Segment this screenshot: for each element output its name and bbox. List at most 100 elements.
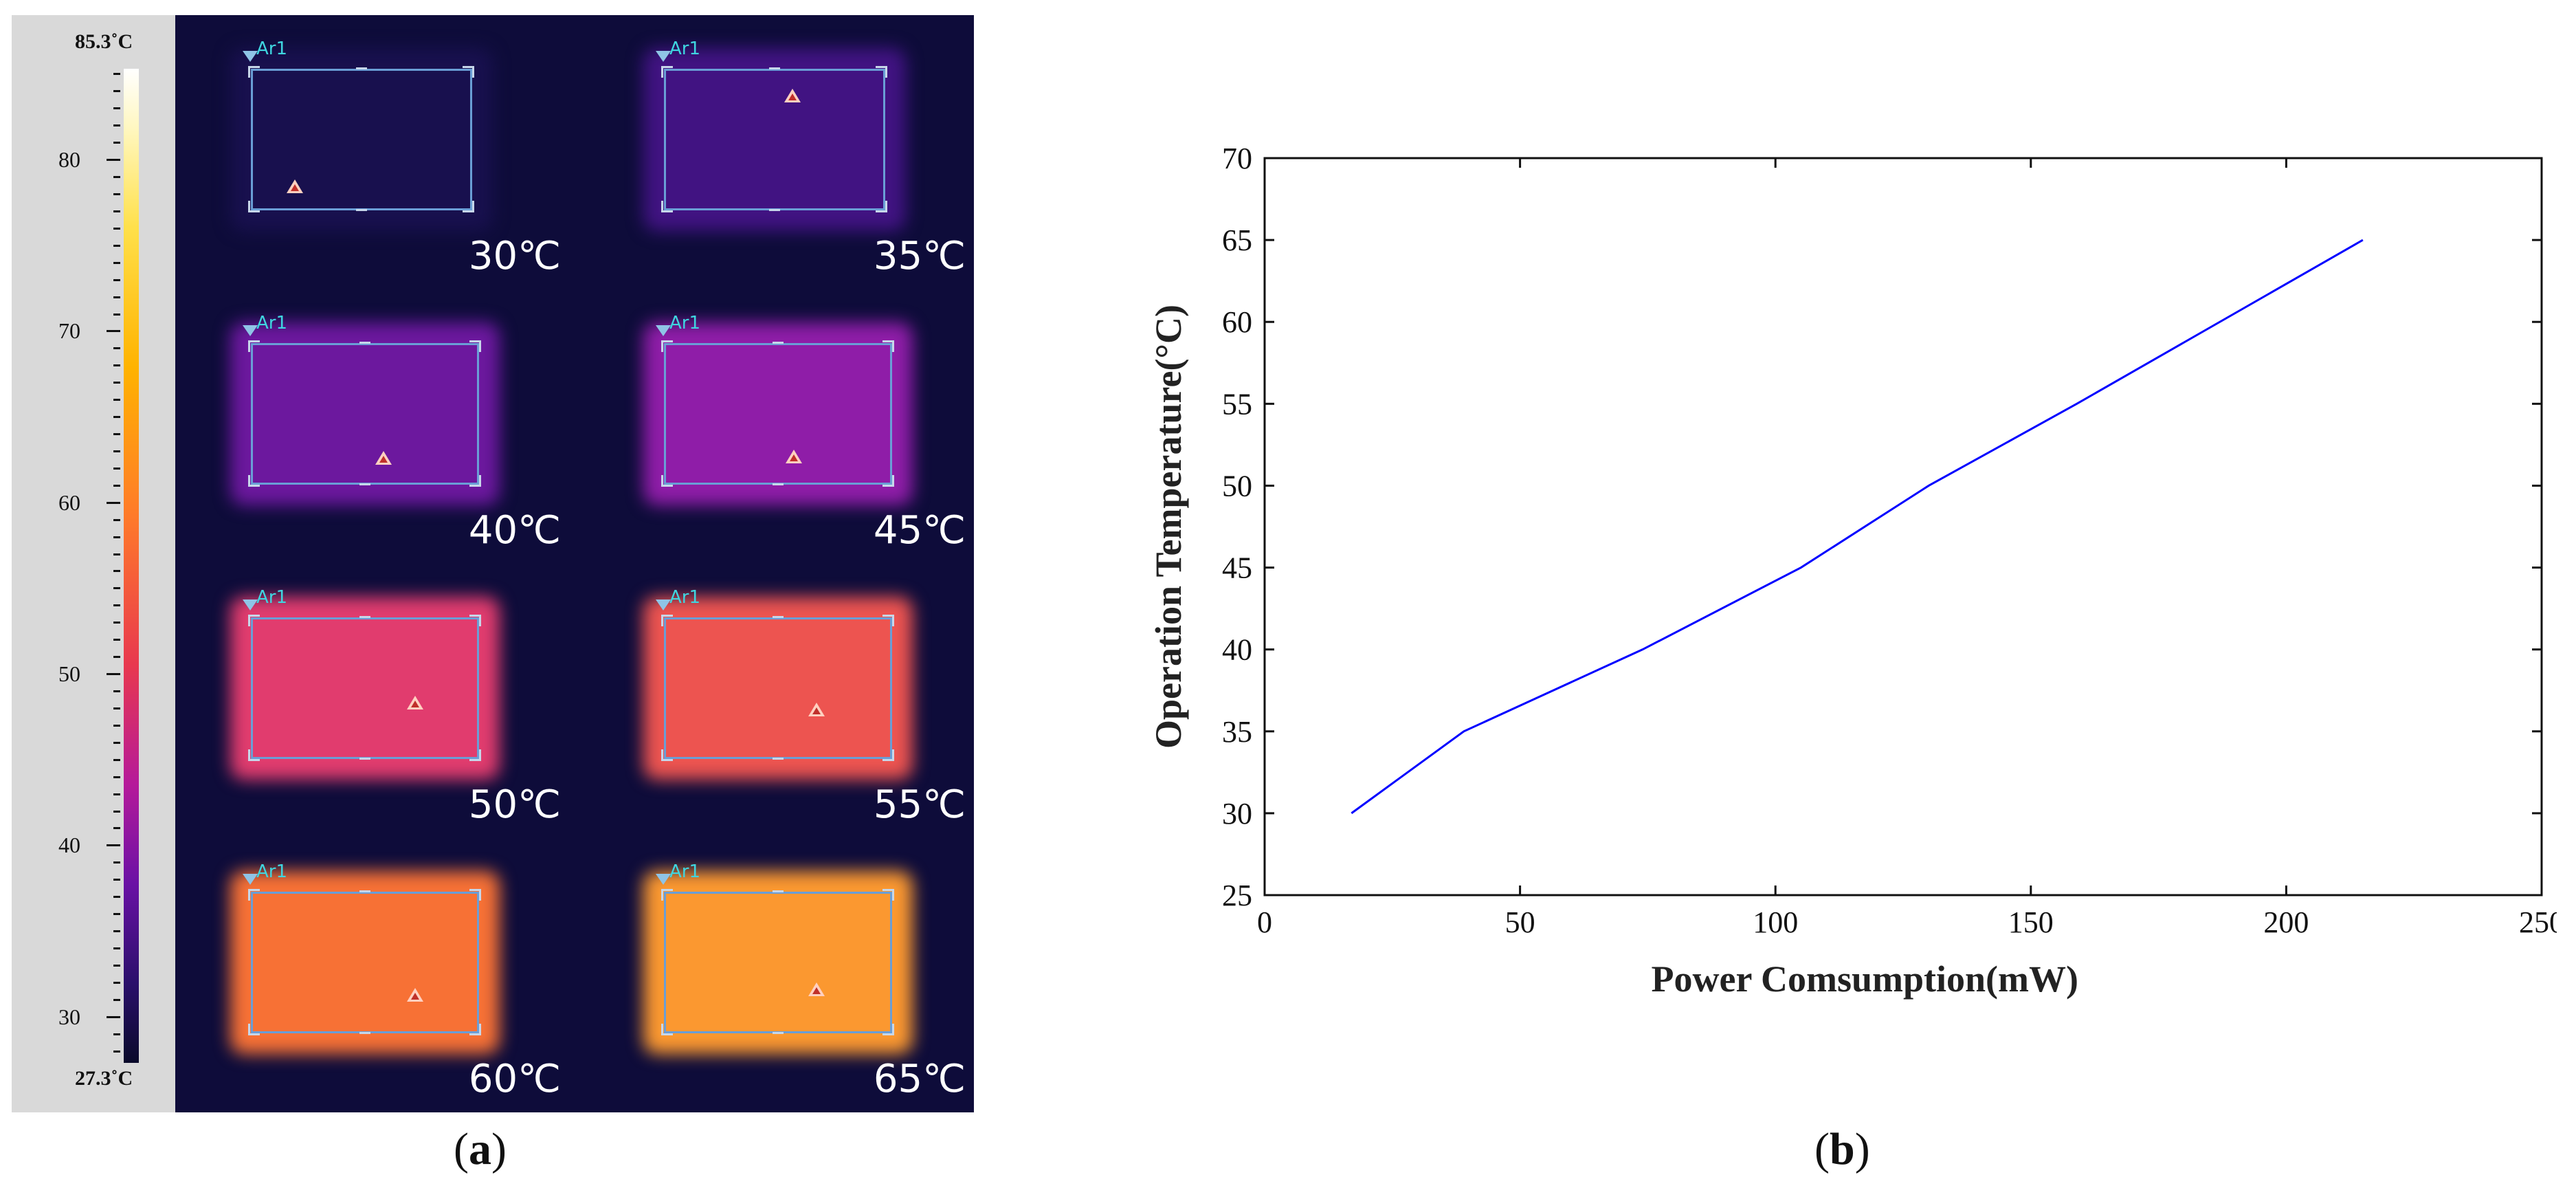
heat-region bbox=[643, 322, 913, 505]
roi-corner bbox=[661, 615, 673, 626]
roi-corner bbox=[882, 1024, 894, 1035]
roi-tick bbox=[769, 67, 780, 69]
y-tick-label: 60 bbox=[1222, 305, 1252, 339]
roi-corner bbox=[661, 1024, 673, 1035]
hotspot-marker-icon bbox=[784, 89, 801, 103]
x-tick-label: 250 bbox=[2519, 905, 2557, 939]
y-tick-label: 70 bbox=[1222, 142, 1252, 175]
scale-minor-tick bbox=[113, 107, 120, 110]
scale-minor-tick bbox=[107, 844, 120, 847]
scale-minor-tick bbox=[107, 159, 120, 162]
roi-tick bbox=[773, 758, 784, 760]
roi-corner bbox=[661, 66, 673, 78]
scale-minor-tick bbox=[113, 604, 120, 607]
roi-corner bbox=[469, 615, 481, 626]
scale-minor-tick bbox=[113, 793, 120, 795]
cell-temperature-label: 35℃ bbox=[873, 234, 966, 278]
cell-temperature-label: 55℃ bbox=[873, 782, 966, 827]
scale-minor-tick bbox=[113, 570, 120, 573]
y-tick-label: 40 bbox=[1222, 633, 1252, 667]
cell-temperature-label: 30℃ bbox=[468, 234, 561, 278]
scale-minor-tick bbox=[113, 622, 120, 624]
scale-minor-tick bbox=[113, 690, 120, 692]
scale-minor-tick bbox=[113, 261, 120, 264]
scale-minor-tick bbox=[113, 90, 120, 93]
hotspot-marker-icon bbox=[407, 695, 424, 710]
roi-pin-icon bbox=[656, 51, 671, 62]
heat-region bbox=[230, 871, 500, 1054]
roi-corner bbox=[882, 749, 894, 761]
scale-minor-tick bbox=[107, 1015, 120, 1018]
cell-temperature-label: 40℃ bbox=[468, 508, 561, 553]
roi-tick bbox=[773, 483, 784, 485]
heat-region bbox=[643, 597, 913, 780]
roi-tick bbox=[773, 1032, 784, 1034]
heat-region bbox=[230, 322, 500, 505]
scale-tick-label: 50 bbox=[58, 661, 80, 687]
roi-corner bbox=[248, 340, 260, 352]
y-tick-label: 30 bbox=[1222, 797, 1252, 830]
x-axis-ticks: 0 50 100 150 200 250 bbox=[1257, 158, 2557, 939]
scale-minor-tick bbox=[113, 536, 120, 538]
scale-minor-tick bbox=[113, 73, 120, 76]
roi-label: Ar1 bbox=[256, 313, 288, 333]
series-layer bbox=[1351, 239, 2364, 815]
roi-corner bbox=[882, 340, 894, 352]
cell-temperature-label: 60℃ bbox=[468, 1057, 561, 1101]
scale-minor-tick bbox=[113, 450, 120, 452]
y-axis-title: Operation Temperature(°C) bbox=[1148, 305, 1189, 749]
roi-tick bbox=[773, 890, 784, 892]
roi-tick bbox=[359, 1032, 370, 1034]
x-tick-label: 100 bbox=[1753, 905, 1798, 939]
y-axis-ticks: 25 30 35 40 45 50 55 60 65 70 bbox=[1222, 142, 2542, 912]
scale-min-label: 27.3˚C bbox=[75, 1067, 133, 1090]
thermal-image-grid: Ar1 30℃ Ar1 35℃ Ar1 40℃ Ar1 45℃ Ar1 50℃ Ar1 55℃ Ar1 6… bbox=[175, 15, 974, 1112]
scale-minor-tick bbox=[113, 707, 120, 710]
scale-minor-tick bbox=[113, 313, 120, 316]
scale-minor-tick bbox=[113, 124, 120, 127]
roi-corner bbox=[661, 475, 673, 487]
hotspot-marker-icon bbox=[287, 179, 304, 193]
series-line bbox=[1351, 239, 2364, 815]
scale-minor-tick bbox=[113, 998, 120, 1001]
roi-corner bbox=[248, 66, 260, 78]
x-axis-title: Power Comsumption(mW) bbox=[1652, 958, 2078, 1000]
roi-corner bbox=[463, 201, 474, 212]
thermal-cell: Ar1 30℃ bbox=[175, 15, 575, 289]
heat-region bbox=[643, 48, 906, 231]
roi-box bbox=[664, 343, 892, 485]
scale-minor-tick bbox=[113, 192, 120, 195]
scale-minor-tick bbox=[113, 758, 120, 761]
thermal-cell: Ar1 45℃ bbox=[575, 289, 974, 564]
scale-minor-tick bbox=[113, 382, 120, 384]
scale-minor-tick bbox=[113, 416, 120, 419]
scale-minor-tick bbox=[107, 673, 120, 676]
roi-corner bbox=[248, 201, 260, 212]
scale-minor-tick bbox=[113, 1050, 120, 1053]
roi-pin-icon bbox=[656, 325, 671, 336]
scale-minor-tick bbox=[113, 724, 120, 727]
roi-label: Ar1 bbox=[256, 38, 288, 59]
roi-corner bbox=[661, 201, 673, 212]
roi-box bbox=[251, 343, 479, 485]
scale-minor-tick bbox=[113, 484, 120, 487]
roi-pin-icon bbox=[243, 51, 258, 62]
roi-corner bbox=[469, 749, 481, 761]
scale-minor-tick bbox=[113, 364, 120, 367]
roi-tick bbox=[359, 342, 370, 344]
y-tick-label: 35 bbox=[1222, 715, 1252, 749]
scale-minor-tick bbox=[113, 278, 120, 281]
scale-minor-tick bbox=[113, 518, 120, 521]
roi-corner bbox=[469, 340, 481, 352]
roi-corner bbox=[661, 340, 673, 352]
scale-minor-tick bbox=[113, 827, 120, 830]
roi-corner bbox=[248, 889, 260, 901]
heat-region bbox=[230, 597, 500, 780]
y-tick-label: 55 bbox=[1222, 387, 1252, 421]
scale-minor-tick bbox=[113, 347, 120, 350]
x-tick-label: 50 bbox=[1505, 905, 1535, 939]
scale-tick-label: 60 bbox=[58, 490, 80, 515]
roi-label: Ar1 bbox=[256, 861, 288, 882]
roi-tick bbox=[359, 483, 370, 485]
roi-corner bbox=[876, 201, 887, 212]
